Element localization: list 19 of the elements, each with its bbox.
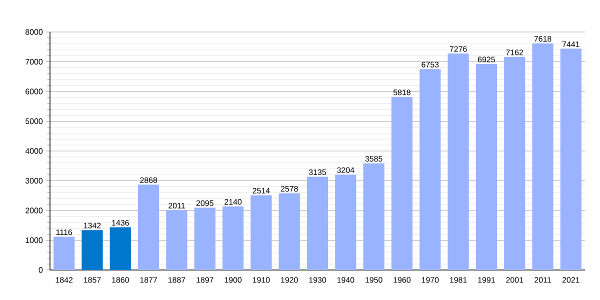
bar [476,64,498,270]
bar [335,174,356,270]
bar [222,206,244,270]
bar [448,54,469,270]
bar [363,163,384,270]
bar [138,184,160,270]
bar [250,195,272,270]
bar [504,56,526,270]
bar [278,193,300,270]
bar [306,176,328,270]
bar [420,69,441,270]
bar [166,210,188,270]
bar [194,208,216,270]
bar [391,96,413,270]
bar [560,48,582,270]
bar [82,230,103,270]
bar [110,227,131,270]
bar [54,236,75,270]
bar [532,43,554,270]
